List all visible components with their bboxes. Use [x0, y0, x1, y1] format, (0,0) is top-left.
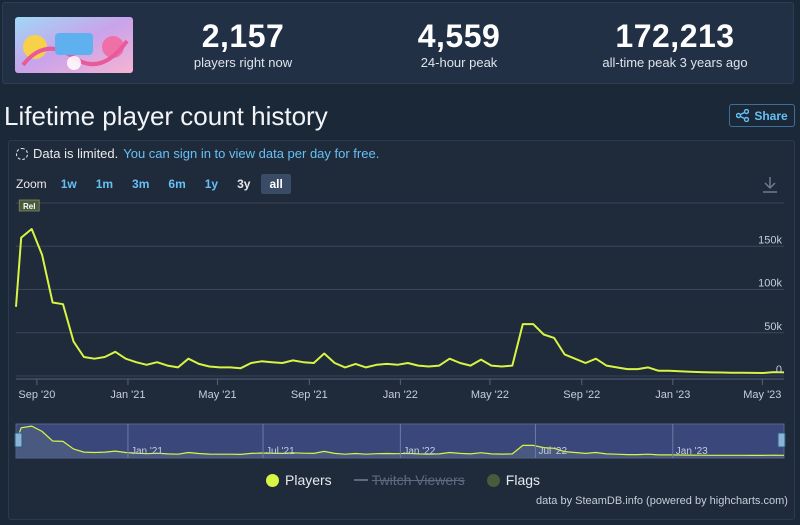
share-button[interactable]: Share: [729, 104, 795, 127]
notice-text: Data is limited.: [33, 146, 119, 161]
sign-in-link[interactable]: You can sign in to view data per day for…: [123, 146, 380, 161]
dashed-circle-icon: [16, 148, 28, 160]
zoom-1y-button[interactable]: 1y: [204, 177, 219, 191]
legend-label: Flags: [505, 472, 541, 488]
download-icon[interactable]: [762, 176, 778, 194]
stat-players-now: 2,157 players right now: [173, 17, 313, 71]
zoom-label: Zoom: [16, 177, 47, 191]
share-icon: [736, 109, 750, 122]
zoom-all-button[interactable]: all: [261, 174, 291, 194]
legend-players[interactable]: Players: [266, 472, 332, 488]
data-limited-notice: Data is limited. You can sign in to view…: [16, 146, 379, 162]
stat-value: 172,213: [615, 18, 735, 54]
chart-credits[interactable]: data by SteamDB.info (powered by highcha…: [536, 495, 788, 507]
chart-legend: Players Twitch Viewers Flags: [266, 472, 562, 488]
share-label: Share: [754, 108, 788, 123]
game-logo[interactable]: [15, 17, 133, 73]
zoom-1m-button[interactable]: 1m: [95, 177, 114, 191]
flags-dot-icon: [486, 473, 500, 487]
stat-value: 4,559: [417, 18, 501, 54]
stat-label: 24-hour peak: [420, 55, 498, 70]
chart-panel: [8, 140, 795, 520]
players-dot-icon: [266, 473, 279, 487]
zoom-6m-button[interactable]: 6m: [168, 177, 186, 191]
legend-flags[interactable]: Flags: [486, 472, 541, 488]
zoom-3y-button[interactable]: 3y: [237, 177, 251, 191]
twitch-line-icon: [353, 479, 368, 481]
zoom-1w-button[interactable]: 1w: [60, 177, 77, 191]
page-title: Lifetime player count history: [4, 101, 328, 131]
stat-label: players right now: [193, 55, 293, 70]
zoom-3m-button[interactable]: 3m: [132, 177, 150, 191]
legend-label: Twitch Viewers: [371, 472, 465, 488]
legend-label: Players: [285, 472, 332, 488]
stat-24h-peak: 4,559 24-hour peak: [389, 17, 529, 71]
zoom-controls: Zoom 1w 1m 3m 6m 1y 3y all: [16, 174, 294, 194]
stat-label: all-time peak 3 years ago: [602, 55, 748, 70]
stat-all-time-peak: 172,213 all-time peak 3 years ago: [585, 17, 765, 71]
legend-twitch-viewers[interactable]: Twitch Viewers: [353, 472, 465, 488]
stats-bar: 2,157 players right now 4,559 24-hour pe…: [2, 2, 794, 84]
stat-value: 2,157: [201, 18, 285, 54]
